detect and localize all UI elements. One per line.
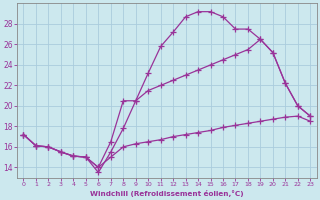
X-axis label: Windchill (Refroidissement éolien,°C): Windchill (Refroidissement éolien,°C): [90, 190, 244, 197]
